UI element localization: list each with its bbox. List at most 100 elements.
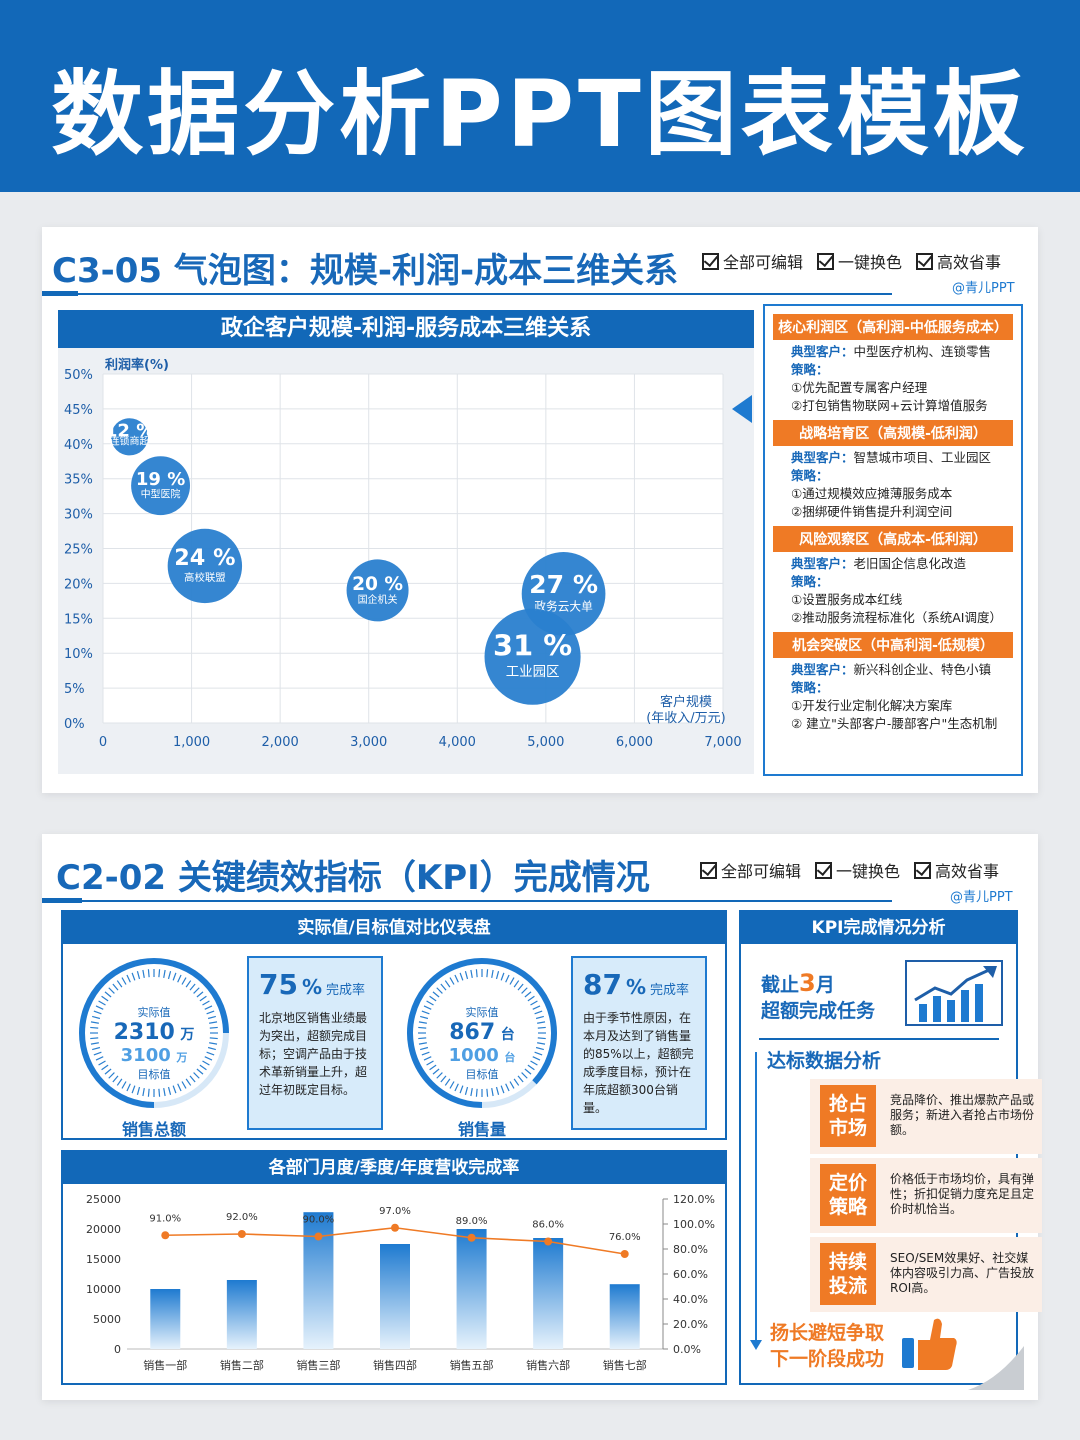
gauge-tick <box>209 1042 218 1045</box>
gauge-tick <box>513 980 520 988</box>
kpi-card: C2-02 关键绩效指标（KPI）完成情况 全部可编辑 一键换色 高效省事 @青… <box>42 834 1042 1400</box>
gauge-tick <box>418 1026 427 1029</box>
gauge-1-caption: 销售总额 <box>121 1120 186 1139</box>
bubble <box>484 608 581 705</box>
rate-label: 完成率 <box>650 983 690 998</box>
item-text: SEO/SEM效果好、社交媒体内容吸引力高、广告投放ROI高。 <box>890 1251 1035 1295</box>
gauge-tick <box>121 1081 127 1089</box>
gauge-tick <box>185 980 192 988</box>
gauge-tick <box>532 1005 541 1010</box>
headline: 截止3月 超额完成任务 <box>761 969 876 1022</box>
y-tick-label: 10000 <box>86 1283 121 1296</box>
x-tick-label: 2,000 <box>262 735 299 750</box>
item-text: 竞品降价、推出爆款产品或服务；新进入者抢占市场份额。 <box>890 1093 1035 1137</box>
bubble-label: 中型医院 <box>141 487 181 500</box>
y-tick-label: 30% <box>64 508 93 523</box>
gauge-tick <box>521 1072 528 1079</box>
gauge-tick <box>189 1075 196 1083</box>
actual-value: 2310 <box>113 1020 175 1045</box>
gauge-tick <box>177 974 182 983</box>
gauge-tick <box>116 1078 123 1086</box>
zone-block: 核心利润区（高利润-中低服务成本） 典型客户：中型医疗机构、连锁零售 策略： ①优先配… <box>773 314 1013 415</box>
gauge-tick <box>470 969 473 978</box>
feature-row-2: 全部可编辑 一键换色 高效省事 <box>700 858 999 882</box>
rate-label: 91.0% <box>149 1213 181 1224</box>
x-axis-label: 客户规模 <box>660 694 712 710</box>
gauge-tick <box>423 1005 432 1010</box>
brand-label: @青儿PPT <box>950 890 1013 905</box>
gauge-tick <box>206 1051 215 1056</box>
item-badge: 持续 投流 <box>820 1243 876 1305</box>
gauge-tick <box>92 1046 101 1051</box>
bubble <box>131 456 191 516</box>
gauge-tick <box>449 977 455 985</box>
gauge-tick <box>142 969 145 978</box>
gauge-tick <box>147 969 150 978</box>
actual-label: 实际值 <box>137 1006 171 1019</box>
gauge-tick <box>491 969 494 978</box>
gauge-tick <box>199 995 207 1002</box>
bubble-value: 12 % <box>105 420 154 441</box>
gauge-tick <box>189 983 196 991</box>
zone-strategy-item: ①开发行业定制化解决方案库 <box>791 698 953 713</box>
x-axis-label: (年收入/万元) <box>646 711 726 726</box>
bar-panel-title: 各部门月度/季度/年度营收完成率 <box>63 1152 725 1184</box>
gauge-tick <box>158 1088 161 1097</box>
y-tick-label: 0 <box>114 1343 121 1356</box>
section1-underline-accent <box>42 291 78 296</box>
gauge-tick <box>163 1088 166 1097</box>
bar <box>533 1238 564 1349</box>
gauge-tick <box>142 1088 145 1097</box>
rate-label: 90.0% <box>303 1215 335 1226</box>
gauge-tick <box>537 1037 546 1040</box>
rate-point <box>391 1223 399 1232</box>
zone-block: 战略培育区（高规模-低利润） 典型客户：智慧城市项目、工业园区 策略： ①通过规模效应… <box>773 420 1013 521</box>
footer-slogan: 扬长避短争取 下一阶段成功 <box>770 1322 885 1370</box>
y2-tick-label: 120.0% <box>673 1193 715 1206</box>
bubble-value: 19 % <box>136 469 185 490</box>
gauge-tick <box>513 1078 520 1086</box>
bubble-label: 工业园区 <box>506 664 560 680</box>
gauge-tick <box>509 1081 515 1089</box>
sales-volume-gauge <box>407 958 557 1108</box>
gauge-tick <box>193 1072 200 1079</box>
gauge-tick <box>90 1037 99 1040</box>
zone-strategy-label: 策略： <box>791 468 829 483</box>
gauge-tick <box>454 1083 459 1092</box>
gauge-tick <box>432 991 440 998</box>
y-tick-label: 5000 <box>93 1313 121 1326</box>
rate-label: 89.0% <box>456 1216 488 1227</box>
category-label: 销售四部 <box>373 1358 417 1372</box>
gauge-tick <box>534 1010 543 1015</box>
gauge-tick <box>423 1056 432 1061</box>
bubble-value: 24 % <box>174 545 235 571</box>
rate-point <box>237 1230 246 1238</box>
bar-panel: 各部门月度/季度/年度营收完成率 0 5000 10000 15000 20000 250… <box>61 1150 727 1385</box>
sales-amount-gauge <box>79 958 229 1108</box>
bubble-label: 国企机关 <box>358 593 398 606</box>
gauge-tick <box>537 1026 546 1029</box>
gauge-tick <box>172 1085 177 1094</box>
bubble-chart-card: C3-05 气泡图：规模-利润-成本三维关系 全部可编辑 一键换色 高效省事 @… <box>42 227 1038 793</box>
section1-underline <box>42 293 892 295</box>
bubble-label: 政务云大单 <box>534 600 593 614</box>
gauge-tick <box>126 1083 131 1092</box>
gauge-tick <box>421 1010 430 1015</box>
bubble-value: 20 % <box>352 574 403 595</box>
gauge-tick <box>207 1046 216 1051</box>
bar <box>609 1284 640 1349</box>
gauge-tick <box>524 1068 532 1075</box>
bubble-label: 高校联盟 <box>184 571 226 584</box>
gauge-tick <box>426 1060 434 1066</box>
gauge-tick <box>199 1064 207 1071</box>
gauge-tick <box>204 1005 213 1010</box>
y-tick-label: 15% <box>64 612 93 627</box>
banner-title: 数据分析PPT图表模板 <box>51 61 1029 168</box>
gauge-tick <box>521 987 528 994</box>
gauge-tick <box>136 971 141 980</box>
gauge-tick <box>202 1000 210 1006</box>
gauge-tick <box>509 977 515 985</box>
section2-underline <box>42 900 892 902</box>
gauge-tick <box>108 1072 115 1079</box>
gauge-tick <box>167 1086 172 1095</box>
